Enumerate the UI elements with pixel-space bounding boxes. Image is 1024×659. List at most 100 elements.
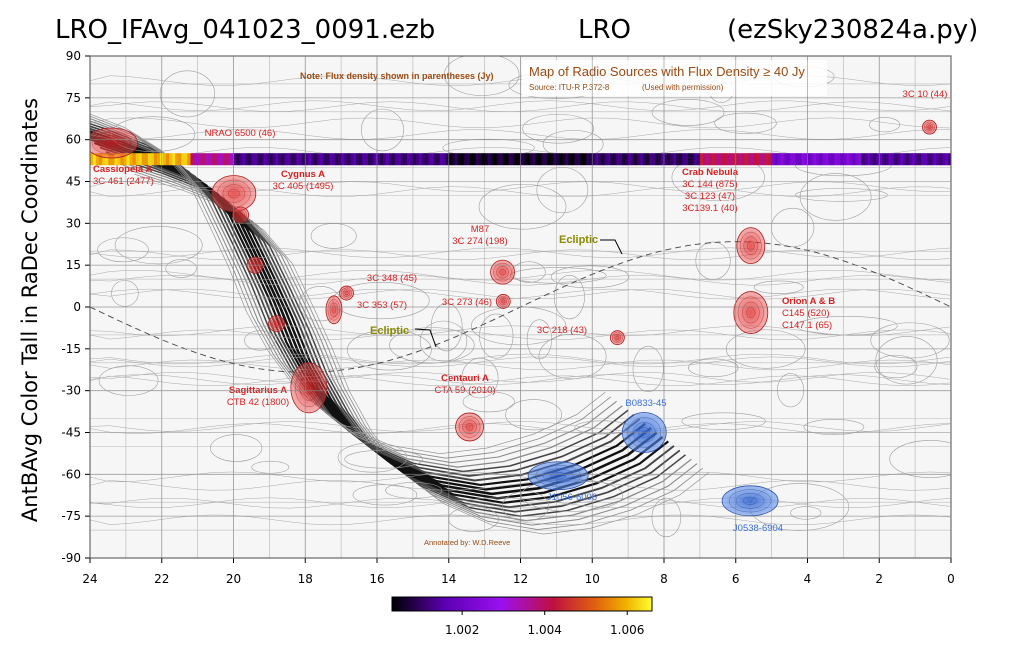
data-strip-cell xyxy=(242,153,247,166)
data-strip-cell xyxy=(702,153,707,166)
data-strip-cell xyxy=(230,153,235,166)
source-label-line: Crab Nebula xyxy=(682,167,739,178)
data-strip-cell xyxy=(427,153,432,166)
data-strip-cell xyxy=(120,153,124,166)
data-strip-cell xyxy=(400,153,405,166)
data-strip-cell xyxy=(490,153,495,166)
data-strip-cell xyxy=(837,153,841,166)
data-strip-cell xyxy=(175,153,179,166)
data-strip-cell xyxy=(460,153,465,166)
data-strip-cell xyxy=(439,153,444,166)
map-contour xyxy=(165,259,197,278)
map-source: Source: ITU-R P.372-8 xyxy=(529,83,610,92)
data-strip-cell xyxy=(374,153,378,166)
map-note: Note: Flux density shown in parentheses … xyxy=(300,71,494,81)
source-contour xyxy=(274,321,279,326)
source-contour xyxy=(499,297,508,306)
data-strip-cell xyxy=(269,153,273,166)
data-strip-cell xyxy=(792,153,797,166)
source-contour xyxy=(331,306,337,314)
red-source-label: Centauri A CTA 59 (2010) xyxy=(434,373,495,396)
data-strip-cell xyxy=(846,153,850,166)
data-strip-cell xyxy=(199,153,204,166)
data-strip-cell xyxy=(233,153,238,166)
map-contour xyxy=(753,280,804,294)
data-strip-cell xyxy=(693,153,698,166)
source-contour xyxy=(236,210,245,220)
data-strip-cell xyxy=(418,153,423,166)
source-label-line: 3C 353 (57) xyxy=(357,300,407,311)
source-contour xyxy=(341,287,353,299)
map-contour xyxy=(688,358,739,377)
map-contour xyxy=(875,336,938,385)
data-strip-cell xyxy=(394,153,399,166)
data-strip-cell xyxy=(861,153,865,166)
data-strip-cell xyxy=(290,153,294,166)
source-label-line: J1056-6006 xyxy=(547,492,597,503)
map-contour xyxy=(790,506,822,520)
data-strip-cell xyxy=(622,153,626,166)
data-strip-cell xyxy=(735,153,740,166)
chart-title-left: LRO_IFAvg_041023_0091.ezb xyxy=(55,15,435,45)
data-strip-cell xyxy=(655,153,659,166)
x-tick-label: 8 xyxy=(660,572,668,586)
data-strip-cell xyxy=(705,153,710,166)
data-strip-cell xyxy=(335,153,339,166)
data-strip-cell xyxy=(469,153,474,166)
data-strip-cell xyxy=(266,153,270,166)
data-strip-cell xyxy=(670,153,674,166)
data-strip-cell xyxy=(178,153,182,166)
data-strip-cell xyxy=(329,153,333,166)
data-strip-cell xyxy=(415,153,420,166)
map-contour xyxy=(536,167,589,214)
y-tick-label: 90 xyxy=(66,49,81,63)
data-strip-cell xyxy=(224,153,228,166)
data-strip-cell xyxy=(810,153,815,166)
data-strip-cell xyxy=(604,153,608,166)
data-strip-cell xyxy=(445,153,450,166)
red-source-marker xyxy=(290,362,328,414)
source-contour xyxy=(91,131,132,155)
data-strip-cell xyxy=(275,153,279,166)
data-strip-cell xyxy=(741,153,746,166)
data-strip-cell xyxy=(365,153,369,166)
data-strip xyxy=(90,153,951,166)
data-strip-cell xyxy=(625,153,629,166)
data-strip-cell xyxy=(163,153,167,166)
data-strip-cell xyxy=(254,153,258,166)
data-strip-cell xyxy=(287,153,291,166)
data-strip-cell xyxy=(212,153,216,166)
data-strip-cell xyxy=(338,153,342,166)
x-tick-label: 12 xyxy=(513,572,528,586)
data-strip-cell xyxy=(876,153,880,166)
data-strip-cell xyxy=(466,153,471,166)
map-contour xyxy=(111,280,139,307)
red-source-marker xyxy=(268,315,285,333)
data-strip-cell xyxy=(664,153,668,166)
source-label-line: 3C139.1 (40) xyxy=(682,203,737,214)
red-source-label: 3C 273 (46) xyxy=(442,297,492,308)
data-strip-cell xyxy=(744,153,749,166)
data-strip-cell xyxy=(930,153,934,166)
map-contour xyxy=(251,460,290,474)
data-strip-cell xyxy=(828,153,832,166)
source-label-line: NRAO 6500 (46) xyxy=(205,128,276,139)
x-tick-label: 2 xyxy=(875,572,883,586)
map-contour xyxy=(244,330,276,351)
map-contour xyxy=(550,265,630,289)
data-strip-cell xyxy=(451,153,456,166)
red-source-marker xyxy=(339,285,354,301)
data-strip-cell xyxy=(717,153,722,166)
source-label-line: CTB 42 (1800) xyxy=(227,397,289,408)
data-strip-cell xyxy=(251,153,255,166)
data-strip-cell xyxy=(529,153,534,166)
data-strip-cell xyxy=(780,153,785,166)
source-label-line: 3C 348 (45) xyxy=(367,273,417,284)
colorbar-tick-label: 1.006 xyxy=(610,623,644,637)
data-strip-cell xyxy=(798,153,803,166)
blue-source-marker xyxy=(721,485,779,517)
data-strip-cell xyxy=(939,153,943,166)
data-strip-cell xyxy=(281,153,285,166)
data-strip-cell xyxy=(753,153,758,166)
data-strip-cell xyxy=(314,153,318,166)
